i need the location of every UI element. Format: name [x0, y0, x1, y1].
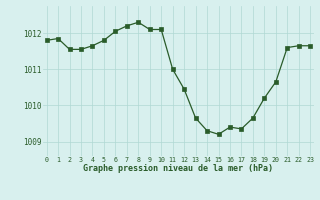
X-axis label: Graphe pression niveau de la mer (hPa): Graphe pression niveau de la mer (hPa) — [84, 164, 273, 173]
